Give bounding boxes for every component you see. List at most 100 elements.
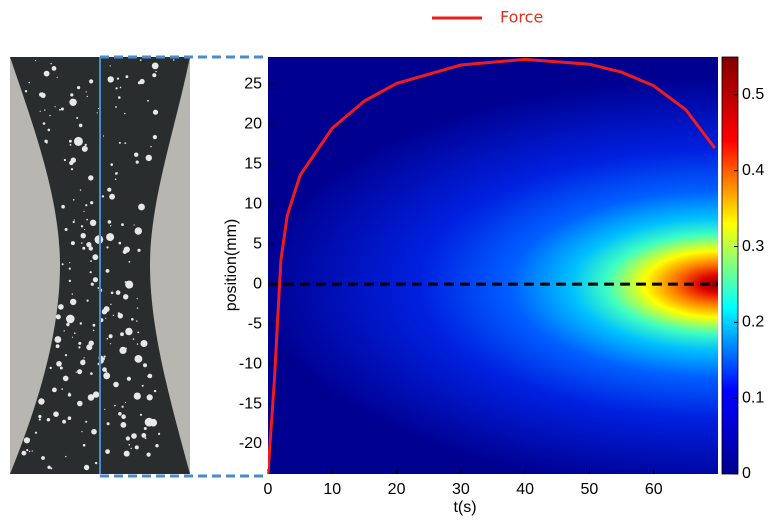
speckle [68,267,71,270]
colorbar-tick-label: 0.5 [742,86,764,103]
speckle [67,416,72,421]
speckle [114,404,116,407]
speckle [104,408,106,410]
speckle [103,355,106,358]
speckle [92,329,95,332]
speckle [82,246,86,250]
speckle [102,367,107,372]
speckle [105,269,110,273]
speckle [84,228,86,231]
speckle [107,76,114,83]
speckle [147,99,149,102]
speckle [47,128,51,132]
speckle [52,387,57,393]
speckle [89,79,94,84]
speckle [35,59,37,62]
speckle [77,369,83,375]
speckle [92,323,96,327]
speckle [136,343,139,345]
speckle [28,450,31,453]
speckle [136,320,138,322]
speckle [69,98,77,107]
speckle [69,144,72,146]
speckle [53,411,59,418]
colorbar-tick-label: 0 [742,465,751,482]
speckle [85,204,88,207]
x-tick-label: 40 [516,481,534,498]
speckle [90,201,94,205]
speckle [38,398,45,405]
speckle [109,65,111,67]
speckle [50,467,53,470]
speckle [92,391,100,398]
speckle [146,394,153,401]
speckle [80,233,86,239]
speckle [65,455,67,458]
speckle [59,108,61,111]
speckle [110,303,112,305]
speckle [83,464,90,471]
x-tick-label: 60 [645,481,663,498]
speckle [115,87,118,90]
speckle [143,427,147,430]
speckle [55,314,61,320]
speckle [88,175,94,181]
speckle [118,96,121,99]
speckle [121,414,126,420]
speckle [115,290,121,295]
speckle [155,70,157,73]
speckle [116,77,120,80]
y-tick-label: -20 [239,435,262,452]
colorbar-tick-label: 0.3 [742,238,764,255]
speckle [143,363,147,368]
speckle [83,357,85,359]
speckle [66,314,75,324]
speckle [120,332,124,337]
speckle [106,233,115,242]
y-tick-label: 5 [253,235,262,252]
speckle [115,172,118,175]
speckle [31,450,33,452]
speckle [56,76,58,78]
speckle [118,141,121,144]
y-axis-label: position(mm) [223,219,240,311]
speckle [90,282,94,286]
speckle [128,443,131,446]
speckle [79,322,83,325]
speckle [39,92,44,97]
speckle [85,91,87,93]
speckle [141,433,147,438]
speckle [125,436,130,441]
speckle [125,75,129,79]
y-tick-label: 10 [244,195,262,212]
speckle [97,107,100,110]
speckle [88,246,94,251]
speckle [78,123,83,128]
speckle [90,372,93,375]
speckle [64,354,68,357]
speckle [120,422,127,428]
speckle [139,59,142,61]
speckle [46,418,51,422]
speckle [70,93,74,97]
speckle [84,143,87,146]
speckle [114,178,117,181]
speckle [151,62,159,70]
speckle [38,414,42,419]
speckle [66,322,70,327]
x-tick-label: 30 [452,481,470,498]
speckle [77,86,81,90]
speckle [121,405,124,408]
speckle [131,433,137,439]
speckle [77,400,83,407]
speckle [110,163,113,166]
speckle [92,277,98,283]
speckle [137,331,140,334]
speckle [75,371,77,373]
speckle [86,95,89,98]
speckle [105,317,107,319]
colorbar-tick-label: 0.1 [742,389,764,406]
speckle [101,195,105,198]
speckle [70,241,75,246]
speckle [106,246,109,249]
